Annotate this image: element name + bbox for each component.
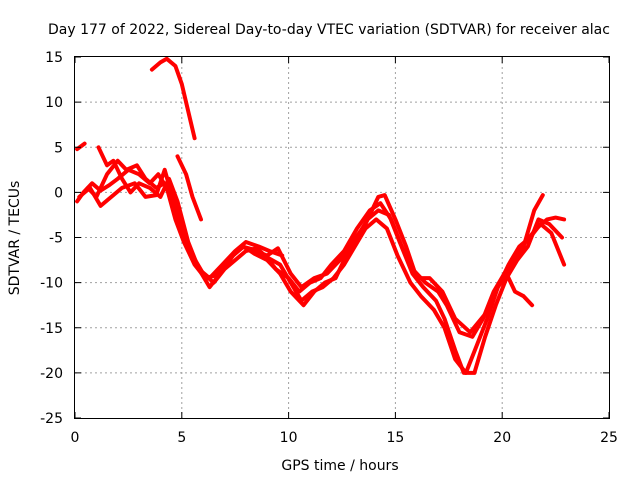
y-tick-label: -25 [40,411,63,427]
x-tick-label: 25 [600,430,618,446]
x-tick-label: 5 [177,430,186,446]
series-line-arc-1 [75,141,87,152]
series-line-arc-7 [96,145,285,281]
series-line-arc-6 [239,193,545,335]
series-line-arc-2 [149,56,197,141]
y-tick-label: -15 [40,321,63,337]
x-tick-label: 10 [280,430,298,446]
x-tick-label: 20 [493,430,511,446]
grid [75,57,609,418]
plot-frame [74,56,610,419]
axis-ticks: 0 5 10 15 20 25 -25 -20 -15 -10 -5 0 5 10 15 [40,50,618,446]
y-tick-label: -20 [40,366,63,382]
series-line-arc-9 [504,271,535,308]
series-group [75,56,567,375]
x-tick-label: 0 [71,430,80,446]
series-line-arc-8 [175,154,203,222]
chart-title: Day 177 of 2022, Sidereal Day-to-day VTE… [48,22,610,38]
y-tick-label: 15 [45,50,63,66]
y-axis-label: SDTVAR / TECUs [7,181,23,296]
x-tick-label: 15 [386,430,404,446]
y-tick-label: -10 [40,276,63,292]
y-tick-label: 10 [45,95,63,111]
y-tick-label: -5 [49,231,63,247]
y-tick-label: 0 [54,185,63,201]
x-axis-label: GPS time / hours [281,458,398,474]
series-line-arc-5 [77,167,564,375]
y-tick-label: 5 [54,140,63,156]
